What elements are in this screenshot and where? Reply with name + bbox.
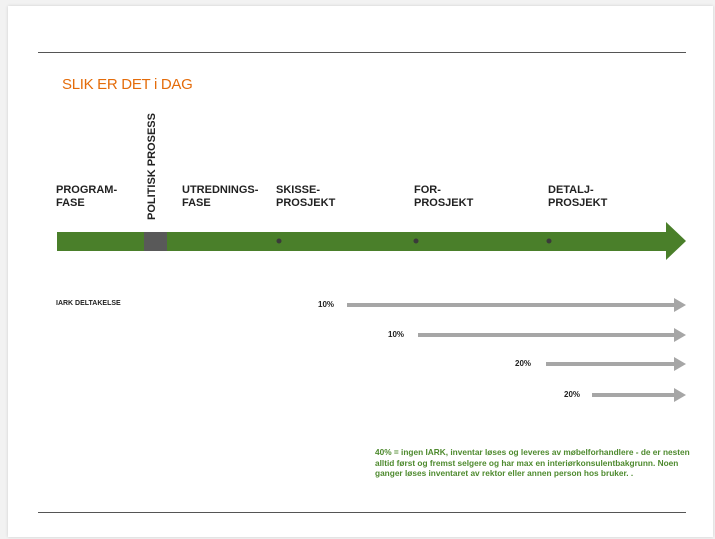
- slide: [8, 6, 713, 537]
- footnote: 40% = ingen IARK, inventar løses og leve…: [375, 447, 690, 478]
- participation-arrow: [592, 388, 686, 402]
- participation-arrow: [546, 357, 686, 371]
- participation-percent: 10%: [388, 330, 405, 339]
- phase-label-program: PROGRAM- FASE: [56, 184, 118, 209]
- top-divider: [38, 52, 686, 53]
- politisk-prosess-marker: [144, 232, 167, 251]
- skisse-milestone-dot: [276, 238, 282, 244]
- for-milestone-dot: [413, 238, 419, 244]
- participation-percent: 20%: [564, 390, 581, 399]
- phase-label-for: FOR- PROSJEKT: [414, 184, 474, 209]
- phase-label-utredning: UTREDNINGS- FASE: [182, 184, 259, 209]
- participation-percent: 20%: [515, 359, 532, 368]
- phase-label-detalj: DETALJ- PROSJEKT: [548, 184, 608, 209]
- detalj-milestone-dot: [546, 238, 552, 244]
- participation-percent: 10%: [318, 300, 335, 309]
- participation-arrow: [418, 328, 686, 342]
- participation-arrow: [347, 298, 686, 312]
- bottom-divider: [38, 512, 686, 513]
- phase-label-skisse: SKISSE- PROSJEKT: [276, 184, 336, 209]
- participation-label: IARK DELTAKELSE: [56, 300, 121, 307]
- timeline-arrow: [57, 222, 686, 260]
- slide-title: SLIK ER DET i DAG: [62, 76, 193, 93]
